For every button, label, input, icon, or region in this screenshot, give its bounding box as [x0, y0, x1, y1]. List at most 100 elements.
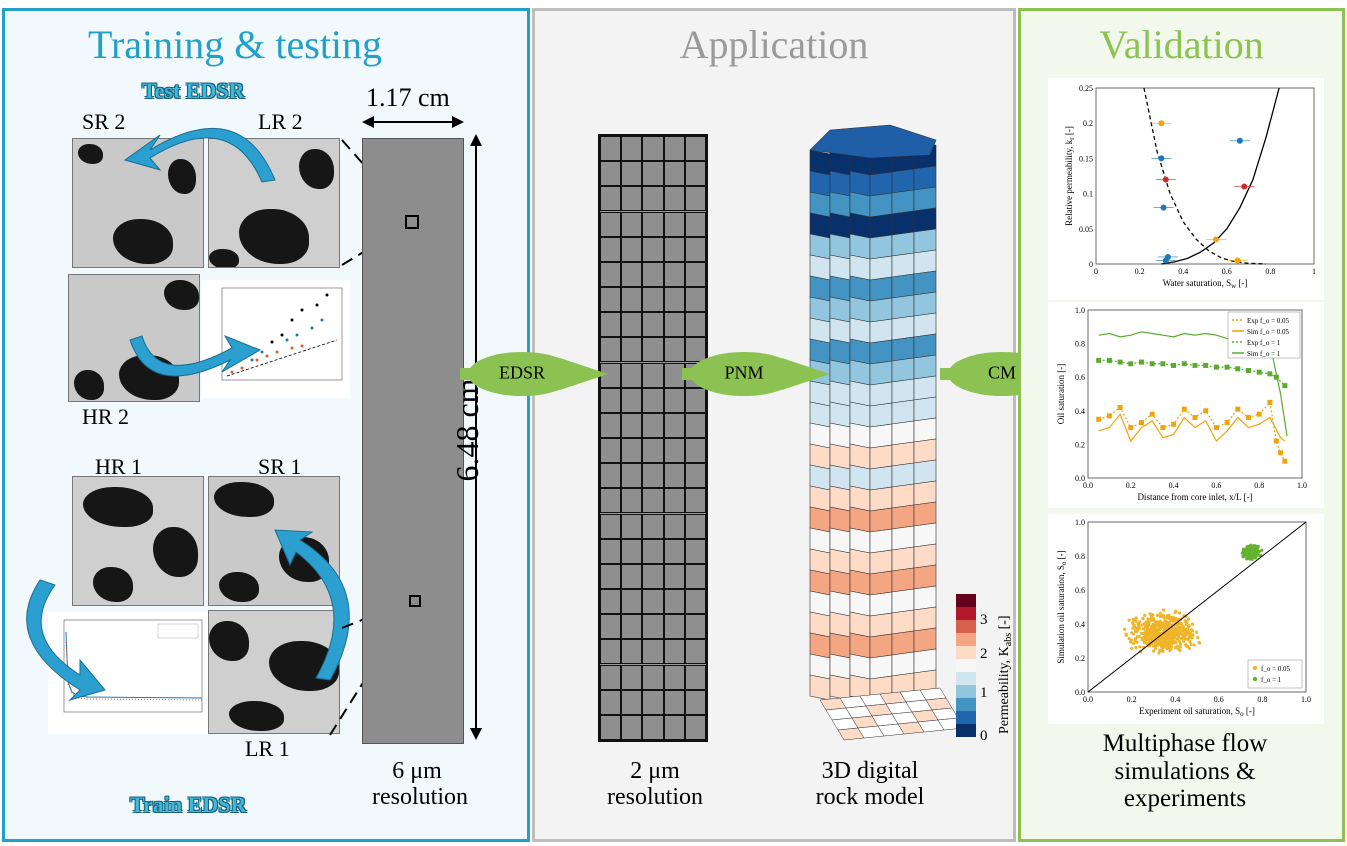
scatter-point: [1195, 630, 1199, 634]
colorbar-swatch: [956, 659, 976, 672]
grid-cell: [663, 614, 685, 640]
profile-marker: [1213, 364, 1219, 370]
colorbar-swatch: [956, 620, 976, 633]
scatter-point: [1186, 617, 1191, 621]
y-tick-label: 0.4: [1075, 620, 1085, 629]
rock-cell: [869, 507, 893, 533]
scatter-point: [1181, 639, 1186, 643]
grid-cell: [621, 387, 643, 413]
rock-cell: [869, 339, 893, 365]
colorbar-swatch: [956, 633, 976, 646]
scatter-point: [1145, 627, 1149, 631]
x-tick-label: 0.4: [1178, 267, 1188, 276]
grid-cell: [600, 513, 622, 539]
hr1-image: [72, 476, 204, 606]
rock-cell: [809, 401, 831, 428]
profile-marker: [1192, 415, 1198, 421]
colorbar-tick-1: 1: [980, 685, 988, 701]
grid-cell: [600, 186, 622, 212]
legend-entry: f_o = 0.05: [1261, 665, 1291, 673]
data-point: [1212, 236, 1219, 243]
profile-marker: [1128, 425, 1134, 431]
training-title: Training & testing: [87, 22, 383, 67]
profile-marker: [1181, 361, 1187, 367]
rock-cell: [869, 633, 893, 659]
scatter-point: [1142, 637, 1146, 641]
scatter-point: [1155, 642, 1159, 646]
scatter-point: [1178, 642, 1183, 646]
grid-cell: [600, 664, 622, 690]
data-point: [1158, 120, 1165, 127]
grid-cell: [621, 488, 643, 514]
grid-cell: [684, 714, 706, 740]
x-tick-label: 0.4: [1170, 695, 1180, 704]
grid-cell: [600, 714, 622, 740]
y-tick-label: 0.6: [1075, 586, 1085, 595]
x-tick-label: 0.8: [1254, 481, 1264, 490]
scatter-point: [1165, 637, 1169, 641]
profile-marker: [1224, 364, 1230, 370]
rock-cell: [829, 233, 851, 260]
grid-cell: [684, 136, 706, 162]
y-tick-label: 0.15: [1079, 154, 1093, 163]
scatter-point: [1256, 553, 1260, 557]
profile-marker: [1273, 438, 1279, 444]
rock-cell: [829, 338, 851, 365]
scatter-point: [1164, 621, 1169, 626]
scatter-point: [1144, 621, 1148, 625]
scatter-point: [1197, 641, 1202, 645]
scatter-point: [1151, 644, 1156, 648]
grid-cell: [600, 312, 622, 338]
rock-cell: [849, 170, 871, 197]
x-axis-label: Water saturation, Sw [-]: [1163, 278, 1248, 290]
rock-cell: [849, 317, 871, 344]
grid-cell: [621, 614, 643, 640]
legend-entry: Exp f_o = 0.05: [1247, 317, 1290, 325]
rock-cell: [891, 441, 915, 467]
profile-marker: [1235, 406, 1241, 412]
scatter-point: [1131, 626, 1135, 630]
x-tick-label: 1.0: [1301, 695, 1311, 704]
rock-cell: [913, 354, 937, 380]
rock-cell: [809, 548, 831, 575]
scatter-point: [1169, 628, 1173, 632]
scatter-point: [1146, 638, 1150, 642]
grid-cell: [663, 136, 685, 162]
lr1-image: [208, 610, 340, 734]
grid-cell: [663, 563, 685, 589]
plot-area: [1087, 521, 1307, 693]
identity-line: [1087, 521, 1307, 693]
grid-cell: [663, 664, 685, 690]
profile-marker: [1139, 420, 1144, 426]
profile-marker: [1117, 404, 1123, 410]
chart3-legend: f_o = 0.05 f_o = 1: [1247, 659, 1303, 689]
profile-marker: [1273, 374, 1279, 380]
rock-cell: [809, 527, 831, 554]
grid-cell: [642, 614, 664, 640]
grid-cell: [684, 664, 706, 690]
grid-cell: [684, 438, 706, 464]
scatter-point: [1172, 639, 1176, 644]
grid-cell: [684, 412, 706, 438]
grid-cell: [642, 438, 664, 464]
rock-cell: [829, 632, 851, 659]
x-tick-label: 0.8: [1257, 695, 1267, 704]
scatter-point: [1177, 639, 1181, 644]
rock-cell: [891, 357, 915, 383]
grid-cell: [684, 186, 706, 212]
grid-cell: [621, 664, 643, 690]
scatter-point: [1171, 619, 1175, 623]
grid-cell: [642, 136, 664, 162]
rock-cell: [809, 254, 831, 281]
scatter-point: [1143, 613, 1147, 618]
y-tick-label: 0.6: [1075, 373, 1085, 382]
scatter-point: [1138, 645, 1142, 649]
rock-cell: [891, 651, 915, 677]
rock-cell: [913, 459, 937, 485]
scatter-point: [1187, 646, 1192, 650]
scatter-point: [1134, 645, 1138, 650]
scatter-point: [1249, 543, 1253, 547]
grid-cell: [663, 488, 685, 514]
scatter-point: [1161, 649, 1165, 653]
rock-cell: [849, 464, 871, 491]
